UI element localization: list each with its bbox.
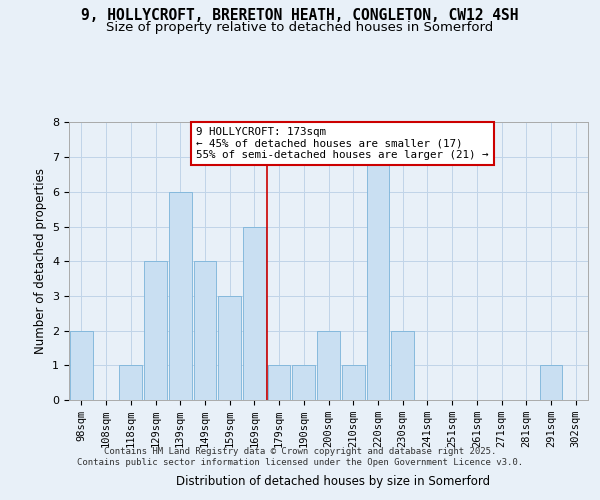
Bar xyxy=(70,330,93,400)
Text: Contains HM Land Registry data © Crown copyright and database right 2025.
Contai: Contains HM Land Registry data © Crown c… xyxy=(77,448,523,467)
Bar xyxy=(144,261,167,400)
Bar xyxy=(292,366,315,400)
Bar xyxy=(218,296,241,400)
Bar xyxy=(194,261,216,400)
Bar xyxy=(367,157,389,400)
Bar xyxy=(268,366,290,400)
Bar xyxy=(243,226,266,400)
Y-axis label: Number of detached properties: Number of detached properties xyxy=(34,168,47,354)
Bar xyxy=(342,366,365,400)
Bar xyxy=(539,366,562,400)
Text: Size of property relative to detached houses in Somerford: Size of property relative to detached ho… xyxy=(106,21,494,34)
Bar xyxy=(391,330,414,400)
Bar xyxy=(317,330,340,400)
Bar xyxy=(169,192,191,400)
Text: Distribution of detached houses by size in Somerford: Distribution of detached houses by size … xyxy=(176,474,490,488)
Text: 9 HOLLYCROFT: 173sqm
← 45% of detached houses are smaller (17)
55% of semi-detac: 9 HOLLYCROFT: 173sqm ← 45% of detached h… xyxy=(196,126,488,160)
Text: 9, HOLLYCROFT, BRERETON HEATH, CONGLETON, CW12 4SH: 9, HOLLYCROFT, BRERETON HEATH, CONGLETON… xyxy=(81,8,519,22)
Bar xyxy=(119,366,142,400)
